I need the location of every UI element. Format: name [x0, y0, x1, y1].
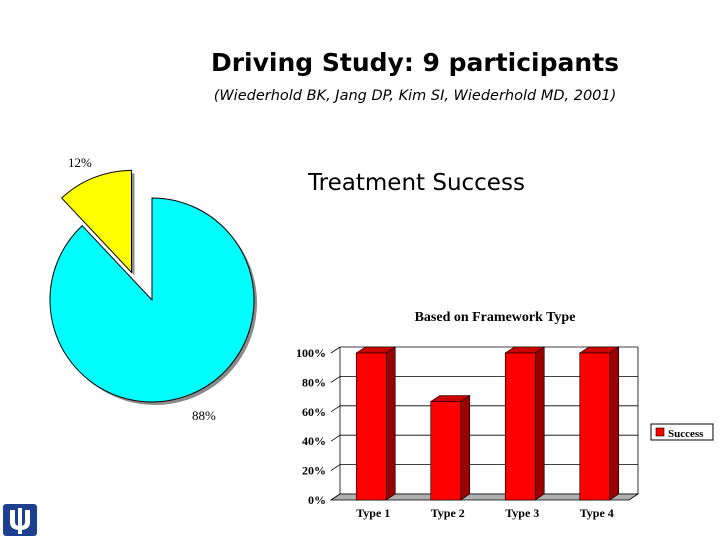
bar-side [609, 346, 620, 501]
treatment-success-heading: Treatment Success [308, 170, 525, 196]
logo-icon [3, 504, 37, 536]
legend-box [650, 423, 714, 441]
grid-depth-line [330, 346, 341, 354]
bar-side [534, 346, 545, 501]
bar-side [460, 394, 471, 501]
y-tick-label: 80% [302, 375, 326, 389]
grid-depth-line [330, 376, 341, 383]
legend-label: Success [668, 428, 704, 440]
legend-swatch [655, 427, 665, 437]
bar-3 [504, 352, 536, 501]
pie-label-88: 88% [192, 408, 216, 423]
bar-1 [355, 352, 387, 501]
pie-label-12: 12% [68, 155, 92, 170]
slide-title: Driving Study: 9 participants [210, 48, 620, 77]
bar-2 [430, 401, 462, 501]
grid-depth-line [330, 405, 341, 413]
pie-slice-12 [60, 169, 132, 274]
x-tick-label: Type 2 [431, 506, 465, 520]
bar-4 [579, 352, 611, 501]
y-tick-label: 0% [308, 493, 326, 507]
grid-depth-line [330, 464, 341, 471]
y-tick-label: 60% [302, 405, 326, 419]
pie-slice-88 [49, 197, 255, 403]
x-tick-label: Type 3 [505, 506, 539, 520]
y-tick-label: 20% [302, 464, 326, 478]
citation: (Wiederhold BK, Jang DP, Kim SI, Wiederh… [213, 88, 617, 104]
bar-chart-title: Based on Framework Type [415, 310, 576, 325]
grid-depth-line [330, 434, 341, 442]
x-tick-label: Type 1 [356, 506, 390, 520]
y-tick-label: 40% [302, 434, 326, 448]
x-tick-label: Type 4 [580, 506, 614, 520]
bar-side [385, 346, 396, 501]
y-tick-label: 100% [296, 346, 326, 360]
